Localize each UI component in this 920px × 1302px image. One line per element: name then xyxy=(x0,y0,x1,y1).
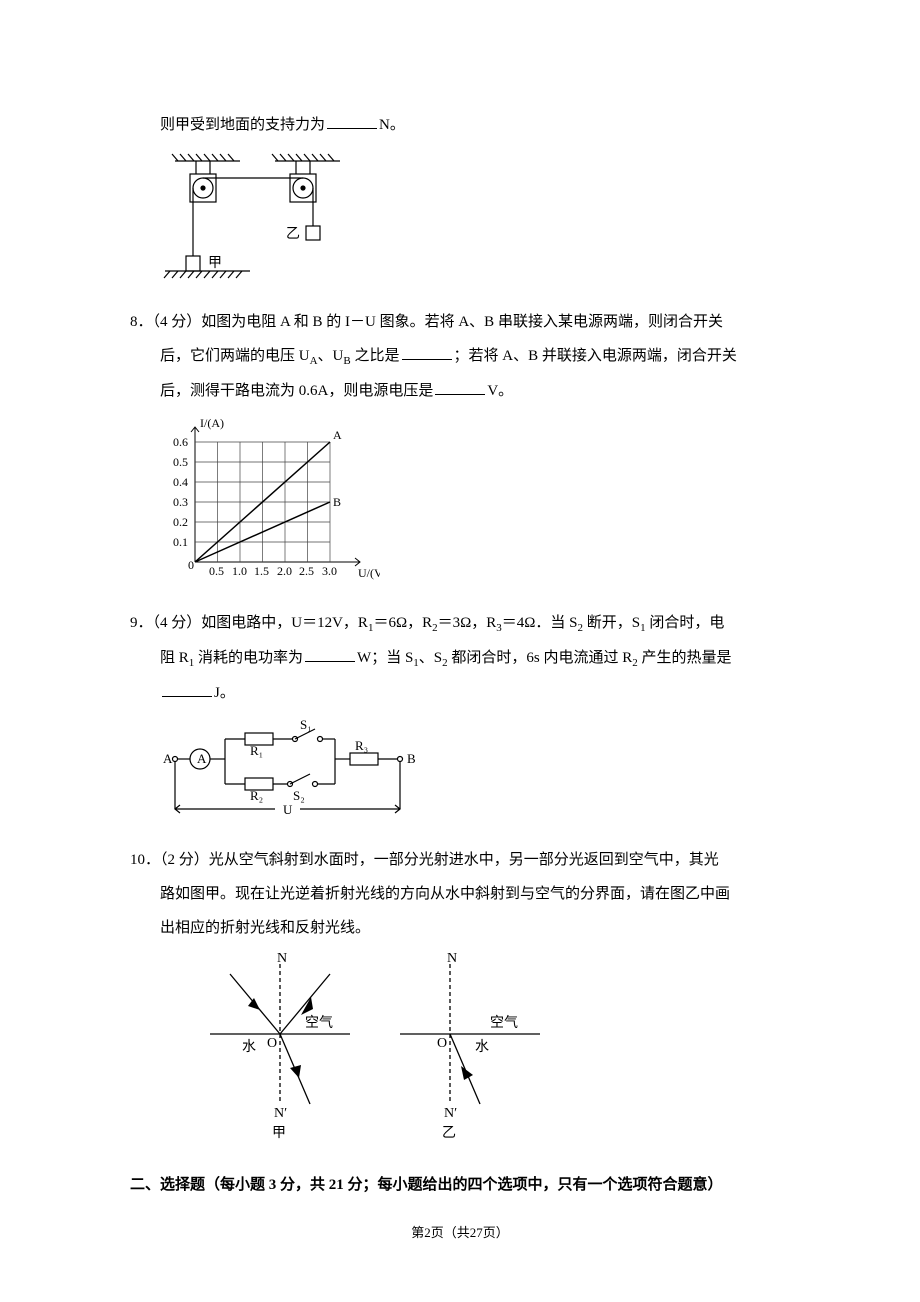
q8-l2d: ；若将 A、B 并联接入电源两端，闭合开关 xyxy=(454,348,737,364)
opt-Np1: N′ xyxy=(274,1106,287,1121)
q9-l2b: 消耗的电功率为 xyxy=(194,650,303,666)
chart-origin: 0 xyxy=(188,558,194,572)
label-R3: R₃ xyxy=(355,738,368,753)
q9-blank2 xyxy=(162,682,212,697)
q7-blank xyxy=(327,114,377,129)
circuit-diagram: A A B R₁ R₂ R₃ S₁ S₂ U xyxy=(160,714,430,824)
q8-line1: 8．（4 分）如图为电阻 A 和 B 的 I－U 图象。若将 A、B 串联接入某… xyxy=(130,307,790,337)
q8-subA: A xyxy=(310,355,318,367)
q8-blank2 xyxy=(435,380,485,395)
yt5: 0.5 xyxy=(173,455,188,469)
yt1: 0.1 xyxy=(173,535,188,549)
q7-figure: 甲 乙 xyxy=(160,146,790,297)
iu-chart: I/(A) U/(V) A B 0 0.1 0.2 0.3 0.4 0.5 0.… xyxy=(160,412,380,587)
footer-total: 27 xyxy=(470,1225,483,1240)
yt6: 0.6 xyxy=(173,435,188,449)
q9-l1f: 闭合时，电 xyxy=(646,615,725,631)
q8-subB: B xyxy=(343,355,350,367)
yt3: 0.3 xyxy=(173,495,188,509)
opt-Np2: N′ xyxy=(444,1106,457,1121)
q9-l1c: ＝3Ω，R xyxy=(438,615,497,631)
q10-line1: 10．（2 分）光从空气斜射到水面时，一部分光射进水中，另一部分光返回到空气中，… xyxy=(130,845,790,875)
q10-figure: N N′ O 空气 水 甲 N N′ O 空气 水 乙 xyxy=(180,949,790,1160)
q8-l1: 如图为电阻 A 和 B 的 I－U 图象。若将 A、B 串联接入某电源两端，则闭… xyxy=(201,314,723,330)
chart-xlabel: U/(V) xyxy=(358,566,380,580)
label-S1: S₁ xyxy=(300,717,312,732)
q9-l1a: 如图电路中，U＝12V，R xyxy=(201,615,368,631)
q8-num: 8．（4 分） xyxy=(130,314,201,330)
opt-N1: N xyxy=(277,951,287,966)
q10-l1: 光从空气斜射到水面时，一部分光射进水中，另一部分光返回到空气中，其光 xyxy=(209,852,719,868)
q10-line2: 路如图甲。现在让光逆着折射光线的方向从水中斜射到与空气的分界面，请在图乙中画 xyxy=(130,879,790,909)
label-R1: R₁ xyxy=(250,743,263,758)
q9-line3: J。 xyxy=(130,678,790,708)
xt4: 2.0 xyxy=(277,564,292,578)
section2-title: 二、选择题（每小题 3 分，共 21 分；每小题给出的四个选项中，只有一个选项符… xyxy=(130,1170,790,1200)
opt-yi: 乙 xyxy=(442,1125,456,1141)
opt-O1: O xyxy=(267,1036,277,1051)
q9-line1: 9．（4 分）如图电路中，U＝12V，R1＝6Ω，R2＝3Ω，R3＝4Ω．当 S… xyxy=(130,608,790,639)
opt-jia: 甲 xyxy=(272,1126,286,1141)
q9-num: 9．（4 分） xyxy=(130,615,201,631)
terminal-A: A xyxy=(163,751,173,766)
q10-l2: 路如图甲。现在让光逆着折射光线的方向从水中斜射到与空气的分界面，请在图乙中画 xyxy=(160,886,730,902)
chart-B: B xyxy=(333,495,341,509)
q8-l3a: 后，测得干路电流为 0.6A，则电源电压是 xyxy=(160,383,433,399)
label-S2: S₂ xyxy=(293,788,305,803)
label-U: U xyxy=(283,802,293,817)
xt3: 1.5 xyxy=(254,564,269,578)
pulley-label-right: 乙 xyxy=(286,226,300,242)
page-footer: 第2页（共27页） xyxy=(130,1220,790,1246)
q8-blank1 xyxy=(402,345,452,360)
pulley-label-left: 甲 xyxy=(208,256,222,271)
chart-A: A xyxy=(333,428,342,442)
footer-mid: 页（共 xyxy=(431,1225,470,1240)
pulley-diagram: 甲 乙 xyxy=(160,146,360,286)
q7-text1: 则甲受到地面的支持力为 xyxy=(160,117,325,133)
q8-line2: 后，它们两端的电压 UA、UB 之比是 ；若将 A、B 并联接入电源两端，闭合开关 xyxy=(130,341,790,372)
opt-air2: 空气 xyxy=(490,1015,518,1031)
q8-line3: 后，测得干路电流为 0.6A，则电源电压是 V。 xyxy=(130,376,790,406)
label-R2: R₂ xyxy=(250,788,263,803)
ammeter-label: A xyxy=(197,751,207,766)
opt-N2: N xyxy=(447,951,457,966)
q7-line1: 则甲受到地面的支持力为 N。 xyxy=(130,110,790,140)
chart-ylabel: I/(A) xyxy=(200,416,224,430)
xt6: 3.0 xyxy=(322,564,337,578)
xt1: 0.5 xyxy=(209,564,224,578)
q10-num: 10．（2 分） xyxy=(130,852,209,868)
q9-l1e: 断开，S xyxy=(583,615,640,631)
xt2: 1.0 xyxy=(232,564,247,578)
footer-suffix: 页） xyxy=(483,1225,509,1240)
q8-l2c: 之比是 xyxy=(351,348,400,364)
q9-l2a: 阻 R xyxy=(160,650,189,666)
opt-O2: O xyxy=(437,1036,447,1051)
q8-l2b: 、U xyxy=(318,348,344,364)
optics-diagram: N N′ O 空气 水 甲 N N′ O 空气 水 乙 xyxy=(180,949,560,1149)
opt-air1: 空气 xyxy=(305,1015,333,1031)
q9-blank1 xyxy=(305,647,355,662)
terminal-B: B xyxy=(407,751,416,766)
xt5: 2.5 xyxy=(299,564,314,578)
opt-water2: 水 xyxy=(475,1039,489,1055)
q9-l2f: 产生的热量是 xyxy=(638,650,732,666)
yt2: 0.2 xyxy=(173,515,188,529)
q9-l2e: 都闭合时，6s 内电流通过 R xyxy=(448,650,633,666)
q10-l3: 出相应的折射光线和反射光线。 xyxy=(160,920,370,936)
q9-l1b: ＝6Ω，R xyxy=(373,615,432,631)
q9-line2: 阻 R1 消耗的电功率为W；当 S1、S2 都闭合时，6s 内电流通过 R2 产… xyxy=(130,643,790,674)
q9-l1d: ＝4Ω．当 S xyxy=(502,615,578,631)
q8-chart: I/(A) U/(V) A B 0 0.1 0.2 0.3 0.4 0.5 0.… xyxy=(160,412,790,598)
q8-l3b: V。 xyxy=(487,383,513,399)
footer-prefix: 第 xyxy=(411,1225,424,1240)
q7-text2: N。 xyxy=(379,117,405,133)
q9-figure: A A B R₁ R₂ R₃ S₁ S₂ U xyxy=(160,714,790,835)
q9-l2d: 、S xyxy=(419,650,442,666)
q10-line3: 出相应的折射光线和反射光线。 xyxy=(130,913,790,943)
yt4: 0.4 xyxy=(173,475,188,489)
opt-water1: 水 xyxy=(242,1039,256,1055)
q8-l2a: 后，它们两端的电压 U xyxy=(160,348,310,364)
q9-l3: J。 xyxy=(214,685,235,701)
q9-l2c: W；当 S xyxy=(357,650,413,666)
